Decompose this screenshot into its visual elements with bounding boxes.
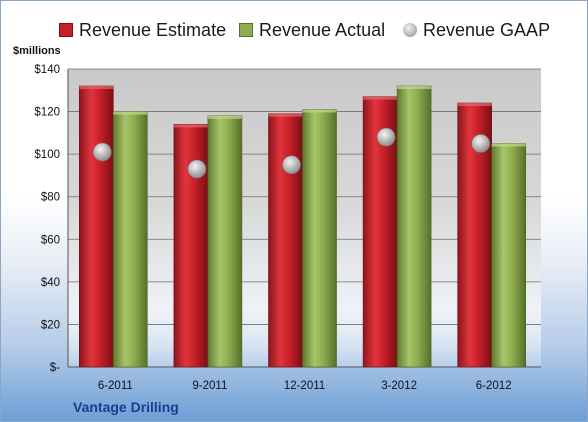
y-tick-label: $120 bbox=[34, 107, 60, 119]
marker-revenue-gaap bbox=[187, 159, 207, 179]
legend-swatch-actual bbox=[239, 23, 253, 37]
y-tick-label: $- bbox=[50, 362, 60, 374]
y-tick-label: $60 bbox=[41, 234, 60, 246]
x-tick-label: 6-2011 bbox=[98, 380, 133, 392]
legend-item-estimate: Revenue Estimate bbox=[59, 17, 226, 43]
legend-item-actual: Revenue Actual bbox=[239, 17, 385, 43]
marker-revenue-gaap bbox=[376, 127, 396, 147]
bar-revenue-estimate bbox=[173, 124, 209, 368]
legend-label-gaap: Revenue GAAP bbox=[423, 19, 551, 40]
bar-revenue-actual bbox=[302, 109, 337, 368]
legend-label-estimate: Revenue Estimate bbox=[79, 19, 227, 40]
y-tick-label: $100 bbox=[34, 149, 60, 161]
bar-revenue-actual bbox=[113, 111, 148, 368]
company-name: Vantage Drilling bbox=[73, 399, 179, 415]
bar-cap-actual bbox=[491, 143, 526, 147]
legend-item-gaap: Revenue GAAP bbox=[403, 17, 550, 43]
bar-cap-actual bbox=[113, 111, 148, 115]
bar-cap-actual bbox=[207, 115, 242, 119]
marker-revenue-gaap bbox=[93, 142, 112, 162]
y-tick-label: $80 bbox=[41, 192, 60, 204]
bar-revenue-actual bbox=[491, 143, 527, 368]
legend-label-actual: Revenue Actual bbox=[259, 19, 386, 40]
bar-cap-estimate bbox=[457, 103, 492, 107]
x-tick-label: 9-2011 bbox=[192, 380, 227, 392]
bar-revenue-estimate bbox=[79, 85, 114, 368]
y-axis-units-label: $millions bbox=[13, 45, 61, 57]
marker-revenue-gaap bbox=[471, 134, 491, 153]
bar-cap-estimate bbox=[173, 124, 208, 128]
bar-cap-estimate bbox=[363, 96, 398, 100]
bar-cap-actual bbox=[302, 109, 337, 113]
bar-revenue-estimate bbox=[268, 113, 303, 368]
x-tick-label: 3-2012 bbox=[381, 380, 417, 392]
bar-revenue-actual bbox=[396, 85, 432, 368]
bar-cap-actual bbox=[397, 86, 432, 90]
legend-swatch-estimate bbox=[59, 23, 73, 37]
marker-revenue-gaap bbox=[282, 155, 301, 175]
bar-cap-estimate bbox=[79, 86, 114, 90]
x-tick-label: 6-2012 bbox=[476, 380, 512, 392]
y-tick-label: $140 bbox=[34, 64, 60, 76]
bar-revenue-actual bbox=[207, 115, 243, 368]
x-tick-label: 12-2011 bbox=[284, 380, 325, 392]
chart-legend: Revenue Estimate Revenue Actual Revenue … bbox=[1, 17, 587, 43]
y-tick-label: $40 bbox=[41, 277, 60, 289]
bar-cap-estimate bbox=[268, 113, 303, 117]
legend-swatch-gaap bbox=[403, 23, 417, 37]
y-tick-label: $20 bbox=[41, 319, 60, 331]
